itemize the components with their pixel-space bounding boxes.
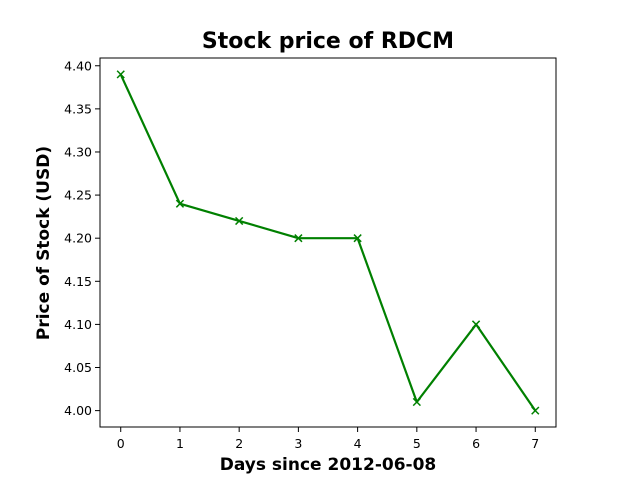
y-tick-label: 4.05 [64,360,92,375]
y-tick-label: 4.15 [64,274,92,289]
data-point-marker [235,216,244,226]
series-layer [116,70,540,415]
x-axis: 0 1 2 3 4 5 6 7 [117,427,539,451]
data-point-marker [294,234,303,243]
y-tick-label: 4.35 [64,101,92,116]
data-point-marker [412,397,421,407]
x-tick-label: 3 [294,436,302,451]
y-tick-label: 4.10 [64,317,92,332]
x-tick-label: 5 [413,436,421,451]
data-point-marker [353,234,362,243]
y-tick-label: 4.25 [64,188,92,203]
chart-title: Stock price of RDCM [202,29,454,54]
x-tick-label: 6 [472,436,480,451]
x-tick-label: 1 [176,436,184,451]
y-axis: 4.00 4.05 4.10 4.15 4.20 4.25 4.30 4.35 4.40 [64,58,100,418]
data-point-marker [116,70,125,79]
y-axis-label: Price of Stock (USD) [34,146,54,340]
x-tick-label: 4 [354,436,362,451]
data-point-marker [175,199,185,208]
y-tick-label: 4.00 [64,403,92,418]
y-tick-label: 4.40 [64,58,92,73]
x-axis-label: Days since 2012-06-08 [220,455,437,475]
data-point-marker [531,406,540,415]
x-tick-label: 7 [531,436,539,451]
y-tick-label: 4.20 [64,231,92,246]
x-tick-label: 2 [235,436,243,451]
data-point-marker [471,320,481,329]
plot-area [99,57,557,428]
x-tick-label: 0 [117,436,125,451]
y-tick-label: 4.30 [64,144,92,159]
series-line [119,73,537,412]
